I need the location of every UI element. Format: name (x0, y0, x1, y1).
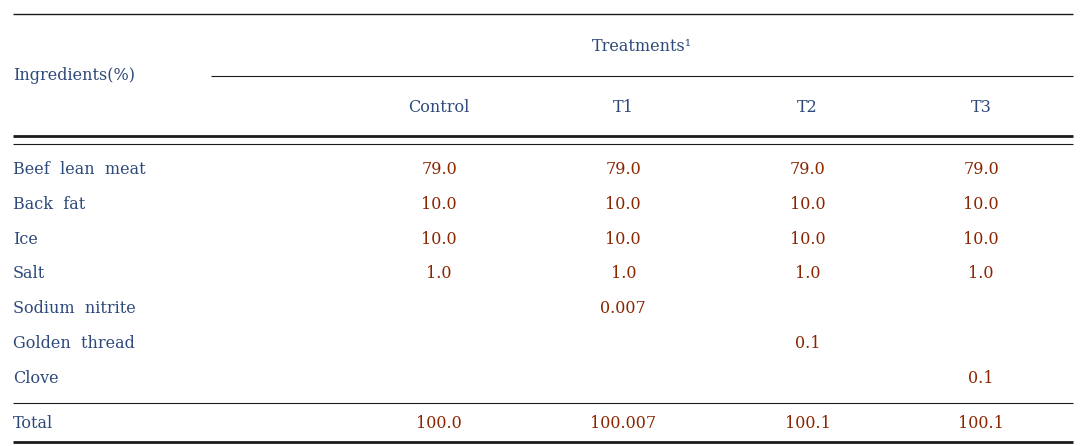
Text: 79.0: 79.0 (606, 161, 641, 178)
Text: T3: T3 (970, 99, 992, 116)
Text: 79.0: 79.0 (964, 161, 998, 178)
Text: 10.0: 10.0 (964, 196, 998, 213)
Text: 0.1: 0.1 (795, 335, 821, 352)
Text: 1.0: 1.0 (968, 265, 994, 282)
Text: 0.007: 0.007 (601, 300, 646, 317)
Text: 10.0: 10.0 (606, 196, 641, 213)
Text: 100.1: 100.1 (785, 415, 830, 432)
Text: Sodium  nitrite: Sodium nitrite (13, 300, 136, 317)
Text: Total: Total (13, 415, 53, 432)
Text: Ice: Ice (13, 231, 38, 248)
Text: 10.0: 10.0 (422, 231, 456, 248)
Text: Beef  lean  meat: Beef lean meat (13, 161, 145, 178)
Text: 0.1: 0.1 (968, 370, 994, 387)
Text: 100.007: 100.007 (590, 415, 657, 432)
Text: 100.1: 100.1 (958, 415, 1004, 432)
Text: T2: T2 (797, 99, 818, 116)
Text: 79.0: 79.0 (422, 161, 456, 178)
Text: Salt: Salt (13, 265, 46, 282)
Text: 10.0: 10.0 (790, 231, 825, 248)
Text: 1.0: 1.0 (795, 265, 821, 282)
Text: 10.0: 10.0 (606, 231, 641, 248)
Text: Ingredients(%): Ingredients(%) (13, 66, 136, 84)
Text: T1: T1 (612, 99, 634, 116)
Text: Golden  thread: Golden thread (13, 335, 134, 352)
Text: 1.0: 1.0 (610, 265, 636, 282)
Text: Back  fat: Back fat (13, 196, 86, 213)
Text: 10.0: 10.0 (964, 231, 998, 248)
Text: 79.0: 79.0 (790, 161, 825, 178)
Text: Clove: Clove (13, 370, 59, 387)
Text: 10.0: 10.0 (790, 196, 825, 213)
Text: 10.0: 10.0 (422, 196, 456, 213)
Text: Control: Control (409, 99, 469, 116)
Text: 100.0: 100.0 (416, 415, 462, 432)
Text: Treatments¹: Treatments¹ (592, 38, 693, 55)
Text: 1.0: 1.0 (426, 265, 452, 282)
